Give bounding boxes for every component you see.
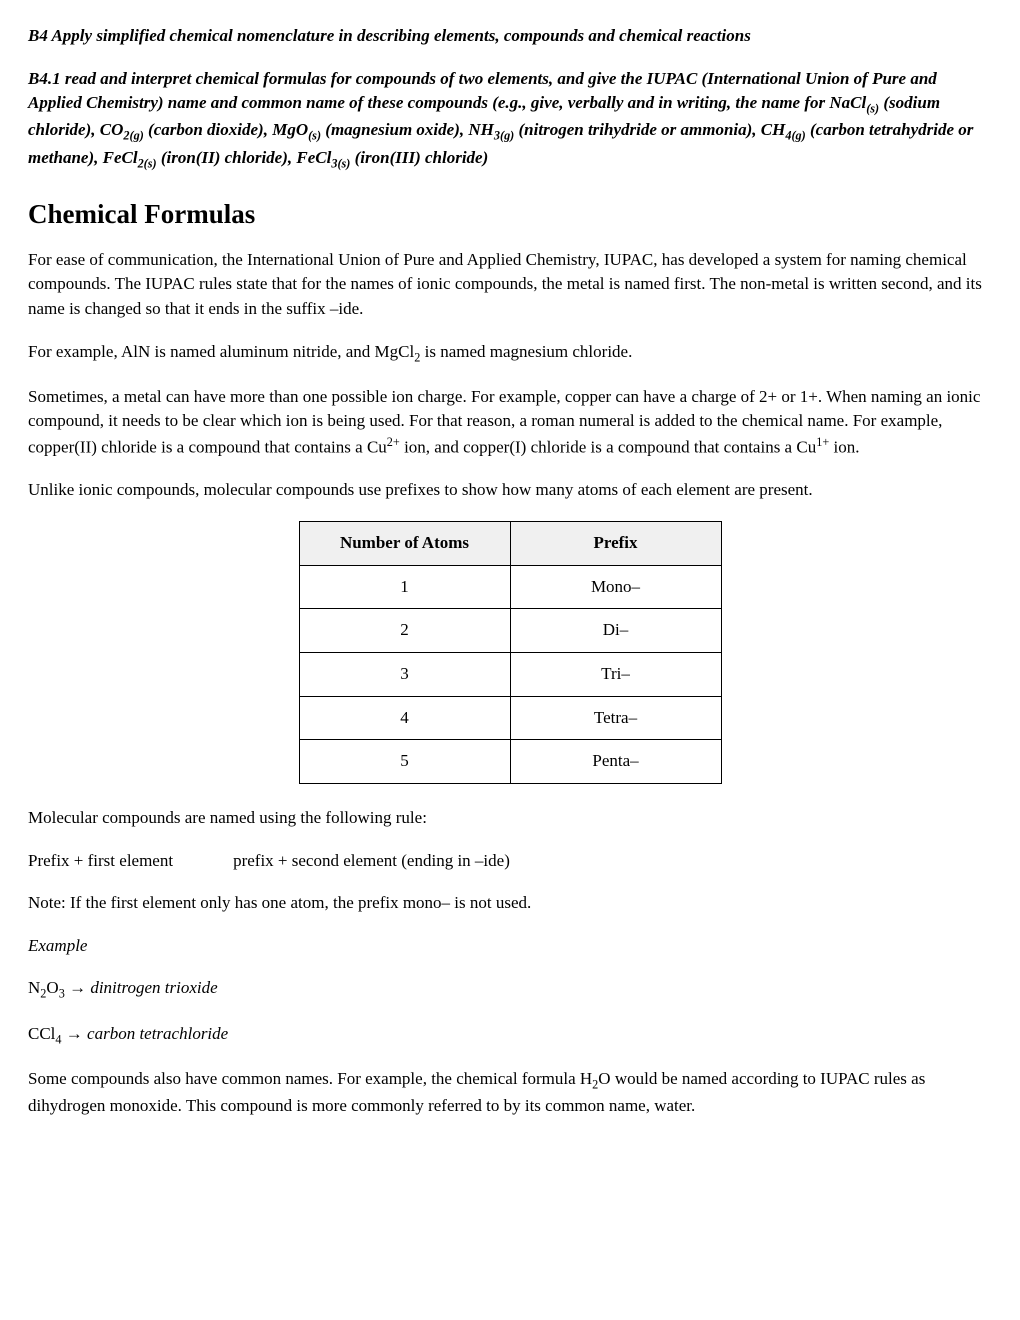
text: Some compounds also have common names. F… (28, 1069, 592, 1088)
subscript: 3(g) (494, 129, 514, 143)
paragraph: Sometimes, a metal can have more than on… (28, 385, 992, 461)
standard-b4: B4 Apply simplified chemical nomenclatur… (28, 24, 992, 49)
formula: N (28, 978, 40, 997)
superscript: 1+ (816, 435, 829, 449)
compound-name: carbon tetrachloride (87, 1024, 228, 1043)
table-row: 4Tetra– (299, 696, 721, 740)
formula: O (46, 978, 58, 997)
text: ion. (829, 438, 859, 457)
table-header-row: Number of Atoms Prefix (299, 522, 721, 566)
subscript: (s) (308, 129, 321, 143)
example-1: N2O3 → dinitrogen trioxide (28, 976, 992, 1003)
arrow: → (65, 978, 91, 997)
text: (nitrogen trihydride or ammonia), CH (514, 120, 785, 139)
example-label: Example (28, 934, 992, 959)
example-2: CCl4 → carbon tetrachloride (28, 1022, 992, 1049)
standard-b4-1: B4.1 read and interpret chemical formula… (28, 67, 992, 173)
text: ion, and copper(I) chloride is a compoun… (400, 438, 816, 457)
arrow: → (62, 1024, 88, 1043)
table-row: 5Penta– (299, 740, 721, 784)
text: is named magnesium chloride. (420, 342, 632, 361)
table-row: 3Tri– (299, 652, 721, 696)
text: For example, AlN is named aluminum nitri… (28, 342, 414, 361)
col-header-atoms: Number of Atoms (299, 522, 510, 566)
cell: 4 (299, 696, 510, 740)
subscript: 3(s) (331, 156, 350, 170)
paragraph: Molecular compounds are named using the … (28, 806, 992, 831)
table-row: 1Mono– (299, 565, 721, 609)
superscript: 2+ (387, 435, 400, 449)
cell: Penta– (510, 740, 721, 784)
text: (carbon dioxide), MgO (144, 120, 308, 139)
subscript: (s) (866, 102, 879, 116)
cell: 2 (299, 609, 510, 653)
cell: Di– (510, 609, 721, 653)
paragraph: Unlike ionic compounds, molecular compou… (28, 478, 992, 503)
paragraph: Some compounds also have common names. F… (28, 1067, 992, 1119)
subscript: 2(s) (138, 156, 157, 170)
table-row: 2Di– (299, 609, 721, 653)
subscript: 4(g) (785, 129, 805, 143)
text: prefix + second element (ending in –ide) (233, 851, 510, 870)
paragraph: For example, AlN is named aluminum nitri… (28, 340, 992, 367)
paragraph: For ease of communication, the Internati… (28, 248, 992, 322)
compound-name: dinitrogen trioxide (90, 978, 217, 997)
prefix-table: Number of Atoms Prefix 1Mono– 2Di– 3Tri–… (299, 521, 722, 784)
cell: 5 (299, 740, 510, 784)
text: Prefix + first element (28, 851, 173, 870)
cell: Tri– (510, 652, 721, 696)
col-header-prefix: Prefix (510, 522, 721, 566)
paragraph: Note: If the first element only has one … (28, 891, 992, 916)
cell: Mono– (510, 565, 721, 609)
cell: 1 (299, 565, 510, 609)
text: (iron(III) chloride) (350, 148, 488, 167)
formula: CCl (28, 1024, 55, 1043)
text: (iron(II) chloride), FeCl (157, 148, 332, 167)
page-title: Chemical Formulas (28, 195, 992, 234)
text: B4.1 read and interpret chemical formula… (28, 69, 937, 113)
naming-rule: Prefix + first element prefix + second el… (28, 849, 992, 874)
cell: 3 (299, 652, 510, 696)
text: (magnesium oxide), NH (321, 120, 494, 139)
cell: Tetra– (510, 696, 721, 740)
subscript: 2(g) (123, 129, 143, 143)
